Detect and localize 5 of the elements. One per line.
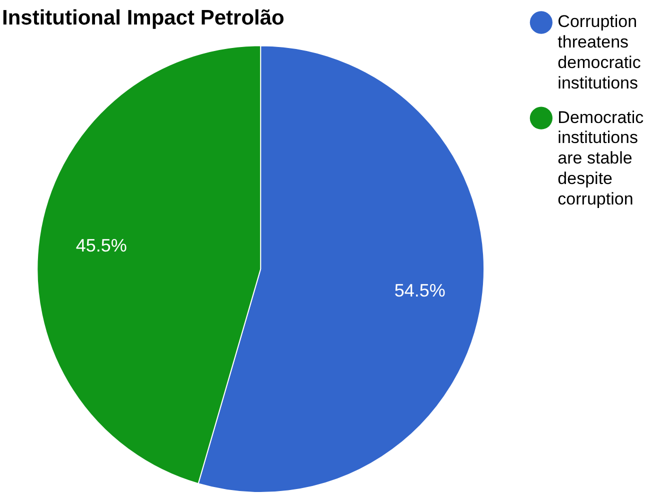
legend-label: Corruption threatens democratic institutions	[558, 12, 642, 92]
data-label: 45.5%	[76, 235, 127, 256]
chart-title: Institutional Impact Petrolão	[2, 6, 284, 30]
legend-label: Democratic institutions are stable despite corruption	[558, 108, 644, 208]
data-label: 54.5%	[394, 280, 446, 301]
